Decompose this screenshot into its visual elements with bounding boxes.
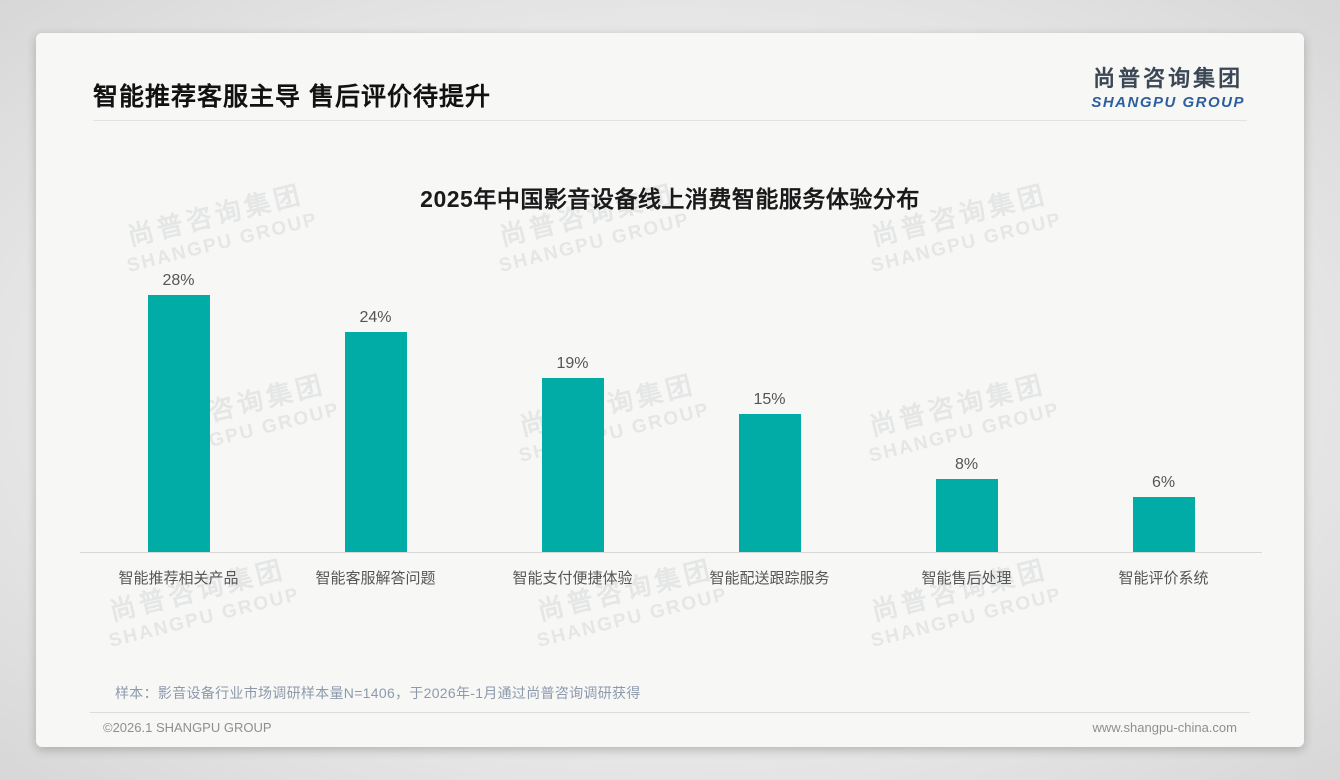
sample-footnote: 样本：影音设备行业市场调研样本量N=1406，于2026年-1月通过尚普咨询调研…	[115, 685, 641, 701]
logo-english-text: SHANGPU GROUP	[1091, 94, 1245, 111]
company-logo: 尚普咨询集团 SHANGPU GROUP	[1091, 61, 1245, 111]
bar	[344, 332, 407, 552]
header: 智能推荐客服主导 售后评价待提升 尚普咨询集团 SHANGPU GROUP	[93, 59, 1247, 119]
bar	[541, 378, 604, 552]
bar-column: 6%	[1065, 474, 1262, 552]
bar-column: 24%	[277, 309, 474, 552]
bar-column: 28%	[80, 272, 277, 552]
plot-area: 28% 24% 19% 15% 8% 6%	[80, 263, 1262, 553]
bar	[935, 479, 998, 552]
bar-column: 15%	[671, 391, 868, 552]
bar-value-label: 15%	[753, 391, 786, 408]
logo-chinese-text: 尚普咨询集团	[1093, 66, 1244, 91]
category-axis: 智能推荐相关产品 智能客服解答问题 智能支付便捷体验 智能配送跟踪服务 智能售后处理 智能…	[80, 567, 1262, 588]
category-label: 智能支付便捷体验	[512, 570, 633, 587]
slide: 尚普咨询集团 SHANGPU GROUP 尚普咨询集团 SHANGPU GROUP 尚普…	[36, 33, 1304, 747]
category-label: 智能推荐相关产品	[118, 570, 239, 587]
bar-value-label: 28%	[162, 272, 195, 289]
bar-value-label: 19%	[556, 355, 589, 372]
category-label: 智能客服解答问题	[315, 570, 436, 587]
bar	[738, 414, 801, 552]
header-divider	[93, 120, 1247, 121]
chart-title: 2025年中国影音设备线上消费智能服务体验分布	[420, 186, 920, 212]
category-label: 智能售后处理	[921, 570, 1012, 587]
bar-column: 8%	[868, 456, 1065, 552]
bar-value-label: 6%	[1151, 474, 1176, 491]
bar-column: 19%	[474, 355, 671, 552]
page-title: 智能推荐客服主导 售后评价待提升	[93, 83, 491, 111]
category-label: 智能配送跟踪服务	[709, 570, 830, 587]
footer-website: www.shangpu-china.com	[1092, 720, 1237, 735]
bar	[147, 295, 210, 552]
bar-value-label: 24%	[359, 309, 392, 326]
bar-chart: 28% 24% 19% 15% 8% 6% 智能推荐相关产品 智能客服解答问题 智能支付便捷体…	[80, 263, 1262, 588]
bar	[1132, 497, 1195, 552]
bar-value-label: 8%	[954, 456, 979, 473]
footer-divider	[90, 712, 1250, 713]
footer-copyright: ©2026.1 SHANGPU GROUP	[103, 720, 272, 735]
footer: ©2026.1 SHANGPU GROUP www.shangpu-china.…	[103, 720, 1237, 735]
category-label: 智能评价系统	[1118, 570, 1209, 587]
